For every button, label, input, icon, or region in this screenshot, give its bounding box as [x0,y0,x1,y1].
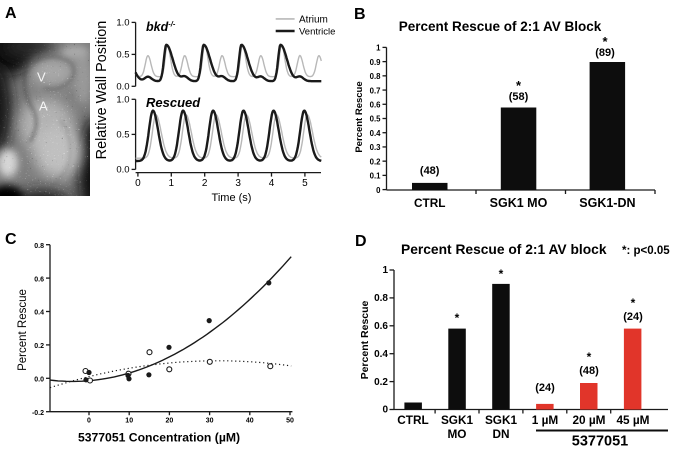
svg-text:D: D [355,233,367,250]
svg-text:V: V [37,70,46,85]
svg-text:40: 40 [246,418,254,425]
svg-text:45 µM: 45 µM [616,413,649,427]
svg-text:Percent Rescue: Percent Rescue [354,81,365,152]
svg-text:0.5: 0.5 [370,115,382,124]
svg-text:*: p<0.05: *: p<0.05 [622,245,670,257]
svg-text:1: 1 [376,44,381,53]
svg-text:0.2: 0.2 [34,343,44,350]
svg-text:0.6: 0.6 [34,276,44,283]
svg-text:2: 2 [202,178,208,189]
svg-text:*: * [499,267,504,281]
svg-text:*: * [587,350,592,364]
svg-text:SGK1: SGK1 [441,413,474,427]
svg-text:0.1: 0.1 [370,172,382,181]
svg-text:Percent Rescue of 2:1 AV block: Percent Rescue of 2:1 AV block [401,242,607,257]
svg-text:20: 20 [166,418,174,425]
svg-text:0.4: 0.4 [34,310,44,317]
svg-text:1.0: 1.0 [116,95,129,106]
svg-text:CTRL: CTRL [414,196,445,210]
svg-text:5: 5 [302,178,308,189]
svg-text:Time (s): Time (s) [212,192,252,204]
svg-text:*: * [516,78,522,93]
svg-text:50: 50 [286,418,294,425]
svg-text:5377051 Concentration (µM): 5377051 Concentration (µM) [78,431,240,445]
svg-text:(89): (89) [595,47,615,59]
svg-text:Percent Rescue of 2:1 AV Block: Percent Rescue of 2:1 AV Block [399,19,602,34]
svg-text:Rescued: Rescued [146,95,201,110]
svg-text:(58): (58) [509,91,529,103]
svg-text:Atrium: Atrium [299,15,328,26]
svg-text:*: * [455,311,460,325]
svg-text:-0.2: -0.2 [32,410,44,417]
svg-text:5377051: 5377051 [572,434,628,450]
svg-text:Relative Wall Position: Relative Wall Position [94,21,110,160]
svg-text:SGK1 MO: SGK1 MO [490,196,548,210]
svg-text:Ventricle: Ventricle [299,27,335,38]
svg-text:A: A [39,99,48,114]
svg-text:SGK1-DN: SGK1-DN [579,196,635,210]
svg-text:C: C [5,231,17,248]
svg-text:A: A [5,5,17,22]
svg-text:0.8: 0.8 [34,243,44,250]
svg-text:0.7: 0.7 [370,86,381,95]
svg-text:DN: DN [492,427,509,441]
svg-text:0.3: 0.3 [370,143,382,152]
svg-text:*: * [602,34,608,49]
svg-text:1 µM: 1 µM [532,413,559,427]
svg-text:20 µM: 20 µM [572,413,605,427]
svg-text:0: 0 [87,418,91,425]
svg-text:B: B [354,6,366,23]
svg-text:0.0: 0.0 [116,82,129,93]
svg-text:Percent Rescue: Percent Rescue [359,300,371,379]
svg-text:0.0: 0.0 [116,165,129,176]
svg-text:0.0: 0.0 [34,377,44,384]
svg-text:0.4: 0.4 [370,129,382,138]
svg-text:0: 0 [376,186,381,195]
svg-text:*: * [631,296,636,310]
svg-text:0.2: 0.2 [374,377,388,388]
svg-text:0.5: 0.5 [116,50,129,61]
svg-text:0.6: 0.6 [374,321,388,332]
svg-text:0.5: 0.5 [116,130,129,141]
svg-text:SGK1: SGK1 [485,413,518,427]
svg-text:1: 1 [169,178,175,189]
svg-text:4: 4 [269,178,275,189]
svg-text:(24): (24) [623,311,643,323]
svg-text:(48): (48) [420,165,440,177]
svg-text:30: 30 [206,418,214,425]
svg-text:10: 10 [125,418,133,425]
svg-text:(24): (24) [535,382,555,394]
svg-text:3: 3 [235,178,241,189]
svg-text:0: 0 [135,178,141,189]
svg-text:0.9: 0.9 [370,58,382,67]
svg-text:(48): (48) [579,365,599,377]
svg-text:0.8: 0.8 [374,293,388,304]
svg-text:1.0: 1.0 [116,18,129,29]
svg-text:CTRL: CTRL [397,413,428,427]
svg-text:0: 0 [382,405,388,416]
svg-text:MO: MO [447,427,466,441]
svg-text:0.6: 0.6 [370,100,382,109]
svg-text:0.8: 0.8 [370,72,382,81]
svg-text:0.4: 0.4 [374,349,388,360]
svg-text:Percent Rescue: Percent Rescue [17,289,29,371]
svg-text:0.2: 0.2 [370,157,382,166]
svg-text:1: 1 [382,265,388,276]
